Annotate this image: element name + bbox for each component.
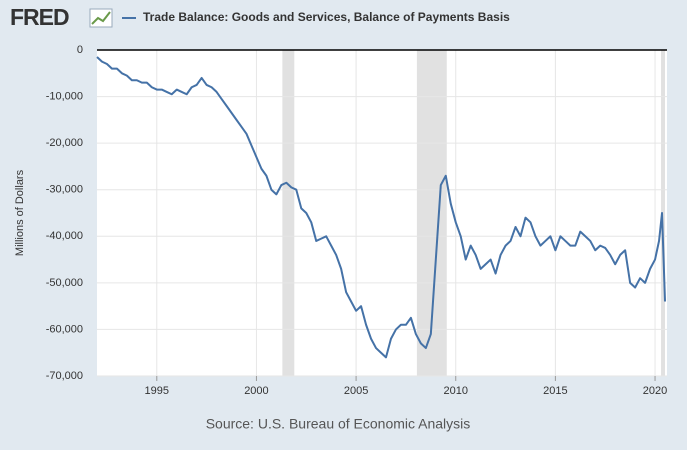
recession-band	[282, 50, 295, 376]
x-tick-label: 2005	[344, 385, 368, 397]
x-tick-label: 2015	[543, 385, 567, 397]
legend-label: Trade Balance: Goods and Services, Balan…	[143, 10, 510, 24]
source: Source: U.S. Bureau of Economic Analysis	[206, 416, 471, 432]
x-tick-label: 2020	[643, 385, 667, 397]
logo-icon	[89, 8, 113, 28]
logo: FRED	[10, 4, 69, 30]
y-tick-label: -10,000	[46, 90, 83, 102]
y-tick-label: 0	[77, 44, 83, 56]
x-tick-label: 2010	[443, 385, 467, 397]
y-tick-label: -60,000	[46, 323, 83, 335]
y-tick-label: -20,000	[46, 137, 83, 149]
y-tick-label: -40,000	[46, 230, 83, 242]
plot-area	[97, 50, 667, 376]
y-tick-label: -70,000	[46, 370, 83, 382]
x-tick-label: 1995	[145, 385, 169, 397]
y-tick-label: -50,000	[46, 277, 83, 289]
y-axis-label: Millions of Dollars	[14, 169, 26, 256]
series-line	[96, 56, 667, 359]
x-tick-label: 2000	[244, 385, 268, 397]
y-tick-label: -30,000	[46, 184, 83, 196]
